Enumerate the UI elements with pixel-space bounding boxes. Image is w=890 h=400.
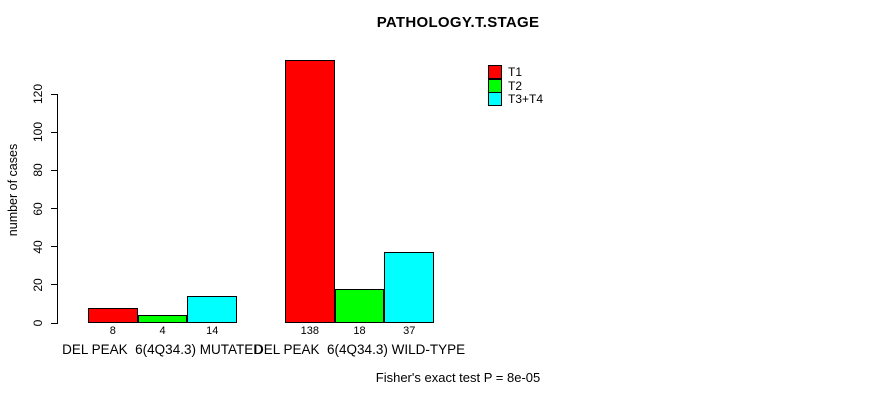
legend-label: T1 bbox=[508, 64, 523, 79]
legend-swatch bbox=[488, 92, 502, 107]
y-axis-title: number of cases bbox=[6, 143, 20, 237]
category-label: DEL PEAK 6(4Q34.3) WILD-TYPE bbox=[254, 342, 466, 357]
y-axis-tick-label: 120 bbox=[31, 83, 45, 105]
chart-title: PATHOLOGY.T.STAGE bbox=[376, 14, 540, 31]
annotation-text: Fisher's exact test P = 8e-05 bbox=[375, 370, 541, 385]
y-axis-tick bbox=[51, 246, 57, 248]
bar-t2 bbox=[137, 315, 188, 323]
y-axis-tick bbox=[51, 93, 57, 95]
y-axis-tick-label: 100 bbox=[31, 122, 45, 143]
category-label: DEL PEAK 6(4Q34.3) MUTATED bbox=[62, 342, 263, 357]
legend-item: T1 bbox=[488, 64, 543, 79]
legend-swatch bbox=[488, 64, 502, 79]
legend: T1 T2 T3+T4 bbox=[488, 64, 544, 107]
bar-value-label: 14 bbox=[206, 325, 219, 337]
bar-value-label: 8 bbox=[109, 325, 116, 337]
y-axis-tick bbox=[51, 131, 57, 133]
bar-t1 bbox=[285, 59, 335, 323]
y-axis-tick bbox=[51, 208, 57, 209]
bar-t2 bbox=[334, 288, 385, 323]
y-axis-tick-label: 80 bbox=[31, 163, 45, 178]
bar-value-label: 138 bbox=[300, 325, 320, 337]
legend-swatch bbox=[488, 78, 502, 93]
y-axis-line bbox=[57, 94, 58, 324]
y-axis-tick bbox=[51, 169, 57, 171]
legend-item: T2 bbox=[488, 78, 543, 93]
legend-item: T3+T4 bbox=[488, 92, 544, 107]
bar-t3-t4 bbox=[187, 296, 238, 323]
y-axis-tick bbox=[51, 284, 57, 286]
y-axis-tick bbox=[51, 322, 57, 324]
bar-value-label: 37 bbox=[403, 325, 416, 337]
y-axis-tick-label: 0 bbox=[31, 319, 45, 327]
y-axis-tick-label: 20 bbox=[31, 278, 45, 292]
y-axis-tick-label: 40 bbox=[31, 239, 45, 254]
bar-t1 bbox=[88, 307, 138, 323]
bar-value-label: 4 bbox=[159, 325, 166, 337]
bar-value-label: 18 bbox=[353, 325, 366, 337]
legend-label: T2 bbox=[508, 78, 523, 93]
legend-label: T3+T4 bbox=[508, 92, 544, 107]
bar-t3-t4 bbox=[384, 252, 435, 323]
y-axis-tick-label: 60 bbox=[31, 201, 45, 216]
